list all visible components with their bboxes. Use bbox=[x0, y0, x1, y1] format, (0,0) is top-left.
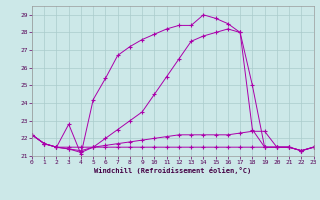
X-axis label: Windchill (Refroidissement éolien,°C): Windchill (Refroidissement éolien,°C) bbox=[94, 167, 252, 174]
